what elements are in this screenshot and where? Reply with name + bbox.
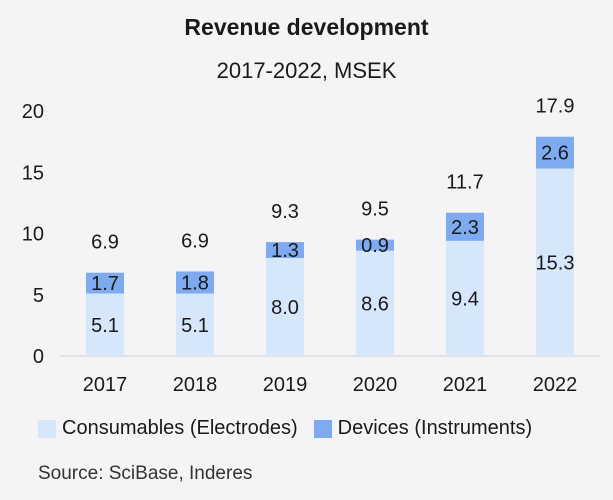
y-tick-label: 0 — [33, 346, 44, 368]
total-label: 6.9 — [181, 230, 209, 252]
bar-segment-consumables — [266, 258, 304, 356]
legend-swatch-devices — [313, 419, 332, 438]
chart-title: Revenue development — [184, 14, 429, 40]
bar-segment-consumables — [86, 293, 124, 356]
bar-segment-consumables — [176, 293, 214, 356]
x-tick-label: 2021 — [443, 374, 488, 396]
legend-item-consumables: Consumables (Electrodes) — [38, 417, 298, 440]
total-label: 9.5 — [361, 199, 389, 221]
y-tick-label: 15 — [22, 162, 44, 184]
y-tick-label: 20 — [22, 101, 44, 123]
legend-swatch-consumables — [38, 419, 56, 438]
bar-segment-devices — [536, 136, 574, 169]
data-label-consumables: 8.0 — [271, 297, 299, 319]
bar-segment-devices — [356, 239, 394, 251]
bar-segment-consumables — [536, 168, 574, 356]
x-tick-label: 2019 — [263, 374, 308, 396]
legend-label-consumables: Consumables (Electrodes) — [62, 417, 298, 439]
data-label-devices: 1.3 — [271, 240, 299, 262]
revenue-chart: 0 5 10 15 20 5.1 1.7 6.9 2017 5.1 1.8 6.9 2018 8.0 1.3… — [22, 96, 600, 396]
bar-segment-devices — [266, 242, 304, 258]
data-label-devices: 0.9 — [361, 235, 389, 257]
data-label-consumables: 5.1 — [91, 315, 119, 337]
bar-segment-devices — [176, 271, 214, 294]
x-tick-label: 2020 — [353, 374, 398, 396]
data-label-devices: 1.7 — [91, 273, 119, 295]
chart-subtitle: 2017-2022, MSEK — [216, 58, 397, 83]
x-tick-label: 2017 — [83, 374, 128, 396]
y-tick-label: 5 — [33, 285, 44, 307]
data-label-devices: 2.3 — [451, 217, 479, 239]
total-label: 11.7 — [446, 172, 483, 194]
total-label: 6.9 — [91, 232, 119, 254]
bar-segment-consumables — [356, 250, 394, 356]
data-label-consumables: 8.6 — [361, 293, 389, 315]
data-label-consumables: 9.4 — [451, 288, 479, 310]
legend-label-devices: Devices (Instruments) — [337, 417, 533, 439]
x-tick-label: 2022 — [533, 374, 578, 396]
data-label-consumables: 5.1 — [181, 315, 209, 337]
bar-segment-devices — [446, 212, 484, 241]
legend: Consumables (Electrodes) Devices (Instru… — [38, 417, 548, 440]
y-tick-label: 10 — [22, 224, 44, 246]
data-label-devices: 2.6 — [541, 143, 569, 165]
data-label-devices: 1.8 — [181, 273, 209, 295]
source-note: Source: SciBase, Inderes — [38, 463, 253, 484]
x-tick-label: 2018 — [173, 374, 218, 396]
bar-segment-devices — [86, 272, 124, 294]
bar-segment-consumables — [446, 240, 484, 356]
data-label-consumables: 15.3 — [536, 252, 575, 274]
total-label: 9.3 — [271, 201, 299, 223]
legend-item-devices: Devices (Instruments) — [313, 417, 533, 440]
total-label: 17.9 — [536, 96, 575, 118]
